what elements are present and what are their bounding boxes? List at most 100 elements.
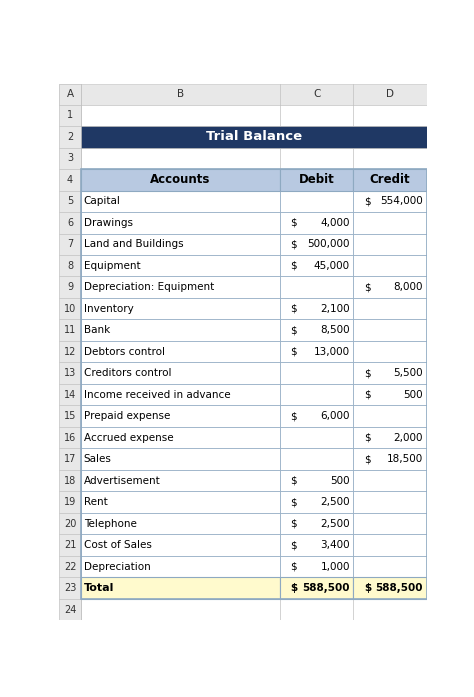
Text: Accounts: Accounts [150, 174, 210, 186]
Bar [354, 212, 427, 233]
Bar [280, 362, 354, 384]
Bar [280, 233, 354, 255]
Text: 21: 21 [64, 540, 76, 550]
Bar [81, 255, 280, 277]
Bar [354, 556, 427, 577]
Bar [59, 384, 81, 406]
Text: Inventory: Inventory [84, 304, 134, 314]
Text: Advertisement: Advertisement [84, 475, 161, 486]
Bar [280, 491, 354, 513]
Text: 500,000: 500,000 [307, 239, 350, 250]
Bar [354, 448, 427, 470]
Bar [354, 277, 427, 298]
Text: 12: 12 [64, 346, 76, 357]
Text: 2,500: 2,500 [320, 497, 350, 507]
Text: 23: 23 [64, 583, 76, 593]
Bar [280, 319, 354, 341]
Bar [354, 513, 427, 535]
Bar [81, 319, 280, 341]
Bar [354, 233, 427, 255]
Bar [354, 556, 427, 577]
Bar [81, 169, 280, 190]
Text: $: $ [290, 239, 297, 250]
Text: $: $ [290, 261, 297, 270]
Bar [81, 298, 280, 319]
Bar [354, 190, 427, 212]
Bar [81, 491, 280, 513]
Text: 4,000: 4,000 [320, 217, 350, 228]
Text: 14: 14 [64, 390, 76, 399]
Text: Creditors control: Creditors control [84, 368, 172, 378]
Text: 8,500: 8,500 [320, 325, 350, 335]
Text: 10: 10 [64, 304, 76, 314]
Bar [280, 105, 354, 126]
Bar [81, 233, 280, 255]
Bar [59, 212, 81, 233]
Bar [280, 384, 354, 406]
Bar [354, 126, 427, 148]
Text: 13: 13 [64, 368, 76, 378]
Bar [354, 341, 427, 362]
Bar [354, 233, 427, 255]
Text: 2,100: 2,100 [320, 304, 350, 314]
Bar [81, 277, 280, 298]
Bar [354, 298, 427, 319]
Bar [81, 513, 280, 535]
Text: Debit: Debit [299, 174, 335, 186]
Bar [354, 169, 427, 190]
Text: 7: 7 [67, 239, 73, 250]
Text: Accrued expense: Accrued expense [84, 433, 173, 443]
Bar [280, 277, 354, 298]
Bar [81, 577, 280, 599]
Bar [280, 384, 354, 406]
Text: 8,000: 8,000 [393, 282, 423, 292]
Bar [59, 84, 81, 105]
Bar [354, 491, 427, 513]
Bar [280, 190, 354, 212]
Bar [280, 212, 354, 233]
Text: 1: 1 [67, 110, 73, 121]
Text: 6: 6 [67, 217, 73, 228]
Bar [280, 298, 354, 319]
Bar [354, 319, 427, 341]
Text: 8: 8 [67, 261, 73, 270]
Bar [280, 341, 354, 362]
Bar [81, 406, 280, 427]
Bar [354, 148, 427, 169]
Text: $: $ [290, 540, 297, 550]
Bar [81, 341, 280, 362]
Bar [59, 341, 81, 362]
Text: Land and Buildings: Land and Buildings [84, 239, 183, 250]
Bar [280, 470, 354, 491]
Bar [81, 577, 280, 599]
Bar [81, 212, 280, 233]
Bar [354, 406, 427, 427]
Text: $: $ [364, 433, 370, 443]
Bar [354, 212, 427, 233]
Bar [280, 556, 354, 577]
Bar [81, 556, 280, 577]
Bar [59, 577, 81, 599]
Text: 2,000: 2,000 [393, 433, 423, 443]
Bar [354, 255, 427, 277]
Bar [81, 341, 280, 362]
Bar [354, 577, 427, 599]
Text: 588,500: 588,500 [375, 583, 423, 593]
Bar [354, 513, 427, 535]
Text: $: $ [290, 475, 297, 486]
Bar [59, 84, 427, 105]
Bar [59, 148, 81, 169]
Bar [81, 169, 280, 190]
Bar [354, 105, 427, 126]
Bar [280, 255, 354, 277]
Bar [81, 212, 280, 233]
Bar [354, 255, 427, 277]
Text: $: $ [290, 411, 297, 421]
Text: Drawings: Drawings [84, 217, 133, 228]
Text: Depreciation: Equipment: Depreciation: Equipment [84, 282, 214, 292]
Bar [280, 599, 354, 620]
Bar [280, 169, 354, 190]
Text: 18: 18 [64, 475, 76, 486]
Text: D: D [386, 89, 394, 99]
Text: Debtors control: Debtors control [84, 346, 165, 357]
